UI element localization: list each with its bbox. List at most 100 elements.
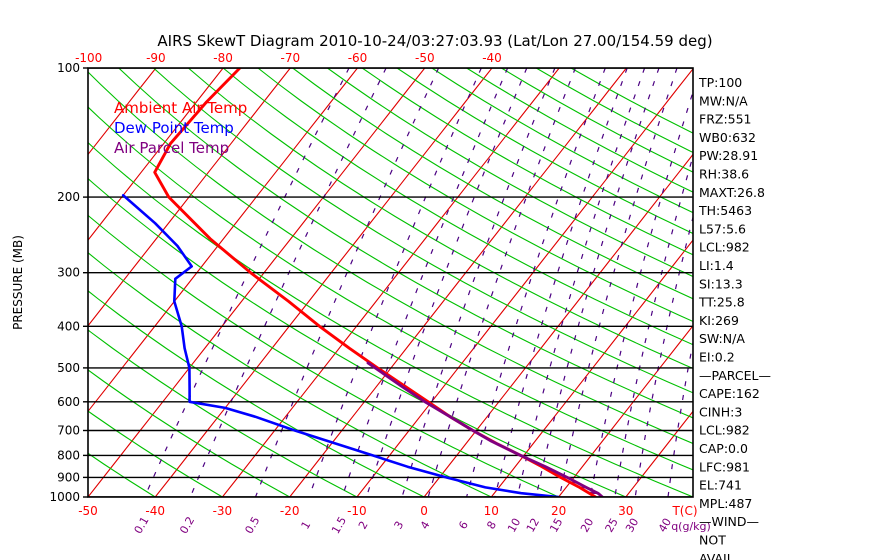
plot-border [87, 67, 694, 498]
parcel-stat-el: EL:741 [699, 478, 742, 493]
stat-ei: EI:0.2 [699, 350, 735, 365]
dry-adiabat-line [501, 68, 693, 173]
stat-th: TH:5463 [698, 203, 752, 218]
mixing-ratio-tick-label: 40 [656, 516, 674, 535]
pressure-tick-label: 800 [57, 448, 80, 462]
stat-lcl: LCL:982 [699, 240, 750, 255]
top-temp-tick-label: -60 [348, 51, 368, 65]
dry-adiabat-line [396, 68, 693, 235]
isotherm-line [558, 324, 693, 497]
mixing-ratio-tick-label: 1.5 [329, 514, 349, 536]
mixing-ratio-line [494, 68, 628, 497]
wind-section-header: —WIND— [699, 514, 759, 529]
dry-adiabat-line [88, 329, 358, 497]
pressure-tick-label: 300 [57, 266, 80, 280]
isotherm-line [625, 410, 693, 497]
pressure-tick-label: 1000 [49, 490, 80, 504]
stat-rh: RH:38.6 [699, 167, 749, 182]
stat-pw: PW:28.91 [699, 148, 758, 163]
bottom-temp-tick-label: -40 [145, 504, 165, 518]
parcel-stat-mpl: MPL:487 [699, 496, 752, 511]
pressure-tick-label: 200 [57, 190, 80, 204]
bottom-temp-tick-label: 20 [551, 504, 566, 518]
mixing-ratio-tick-label: 3 [392, 519, 407, 532]
mixing-ratio-tick-label: 25 [603, 516, 621, 535]
top-temp-tick-label: -70 [280, 51, 300, 65]
isotherm-line [88, 68, 426, 497]
pressure-tick-label: 400 [57, 319, 80, 333]
parcel-section-header: —PARCEL— [699, 368, 771, 383]
curve-legend: Ambient Air Temp Dew Point Temp Air Parcel… [114, 99, 247, 157]
mixing-ratio-line [189, 68, 387, 497]
x-axis-title: T(C) [671, 504, 697, 518]
pressure-tick-label: 700 [57, 424, 80, 438]
stat-sw: SW:N/A [699, 331, 745, 346]
dry-adiabat-line [327, 68, 693, 278]
isotherm-line [88, 68, 157, 156]
mixing-ratio-tick-label: 0.2 [177, 514, 197, 536]
dry-adiabat-line [88, 71, 693, 445]
mixing-ratio-tick-label: 15 [547, 516, 565, 535]
mixing-ratio-tick-label: 20 [578, 516, 596, 535]
plot-frame [87, 67, 694, 498]
dry-adiabat-line [535, 68, 693, 154]
mixing-ratio-tick-label: 4 [418, 519, 433, 532]
dry-adiabat-line [88, 290, 425, 497]
isotherm-line [423, 153, 693, 497]
mixing-ratio-tick-label: 10 [505, 516, 523, 535]
legend-entry-ambient: Ambient Air Temp [114, 99, 247, 117]
mixing-ratio-line [254, 68, 440, 497]
dry-adiabat-line [88, 106, 693, 471]
stat-mw: MW:N/A [699, 93, 748, 108]
mixing-ratio-line [401, 68, 556, 497]
mixing-ratio-line [144, 68, 350, 497]
dry-adiabat-line [361, 68, 693, 256]
stat-l57: L57:5.6 [699, 221, 746, 236]
mixing-ratio-tick-label: 30 [623, 516, 641, 535]
stat-tp: TP:100 [698, 75, 742, 90]
parcel-stat-cape: CAPE:162 [699, 386, 760, 401]
mixing-ratio-tick-label: 2 [356, 519, 371, 532]
pressure-tick-label: 500 [57, 361, 80, 375]
isotherm-line [88, 68, 224, 242]
profile-curve-dewpoint [121, 194, 560, 497]
dry-adiabat-line [431, 68, 693, 214]
parcel-stat-cap: CAP:0.0 [699, 441, 748, 456]
dry-adiabat-line [88, 410, 223, 497]
isotherm-line [356, 68, 693, 497]
dry-adiabat-line [257, 68, 693, 323]
dry-adiabat-line [570, 68, 693, 134]
isotherm-line [760, 68, 870, 497]
isotherm-line [221, 68, 560, 497]
mixing-ratio-line [365, 68, 528, 497]
dry-adiabat-line [88, 369, 290, 497]
isotherm-line [154, 68, 493, 497]
wind-line-0: NOT [699, 533, 726, 548]
stat-wb0: WB0:632 [699, 130, 756, 145]
dry-adiabat-line [153, 68, 693, 394]
temperature-curves-layer [121, 68, 604, 497]
mixing-ratio-line [535, 68, 660, 497]
parcel-stat-cinh: CINH:3 [699, 404, 742, 419]
legend-entry-dewpoint: Dew Point Temp [114, 119, 234, 137]
pressure-tick-label: 100 [57, 61, 80, 75]
y-axis-title: PRESSURE (MB) [11, 235, 25, 330]
wind-line-1: AVAIL [699, 551, 734, 560]
isotherm-line [827, 68, 870, 497]
parcel-stat-lfc: LFC:981 [699, 459, 750, 474]
dry-adiabat-line [88, 141, 693, 497]
mixing-ratio-line [466, 68, 606, 497]
dry-adiabat-line [118, 68, 693, 419]
top-temp-tick-label: -50 [415, 51, 435, 65]
bottom-temp-tick-label: -20 [280, 504, 300, 518]
isotherm-line [490, 239, 693, 497]
dry-adiabat-line [88, 252, 492, 497]
bottom-temp-tick-label: -30 [213, 504, 233, 518]
mixing-ratio-tick-label: 8 [484, 519, 499, 532]
mixing-ratio-line [558, 68, 678, 497]
stats-panel: TP:100 MW:N/A FRZ:551 WB0:632 PW:28.91 RH:38.… [698, 75, 771, 560]
bottom-temp-tick-label: 0 [420, 504, 428, 518]
pressure-tick-label: 900 [57, 470, 80, 484]
stat-frz: FRZ:551 [699, 112, 752, 127]
